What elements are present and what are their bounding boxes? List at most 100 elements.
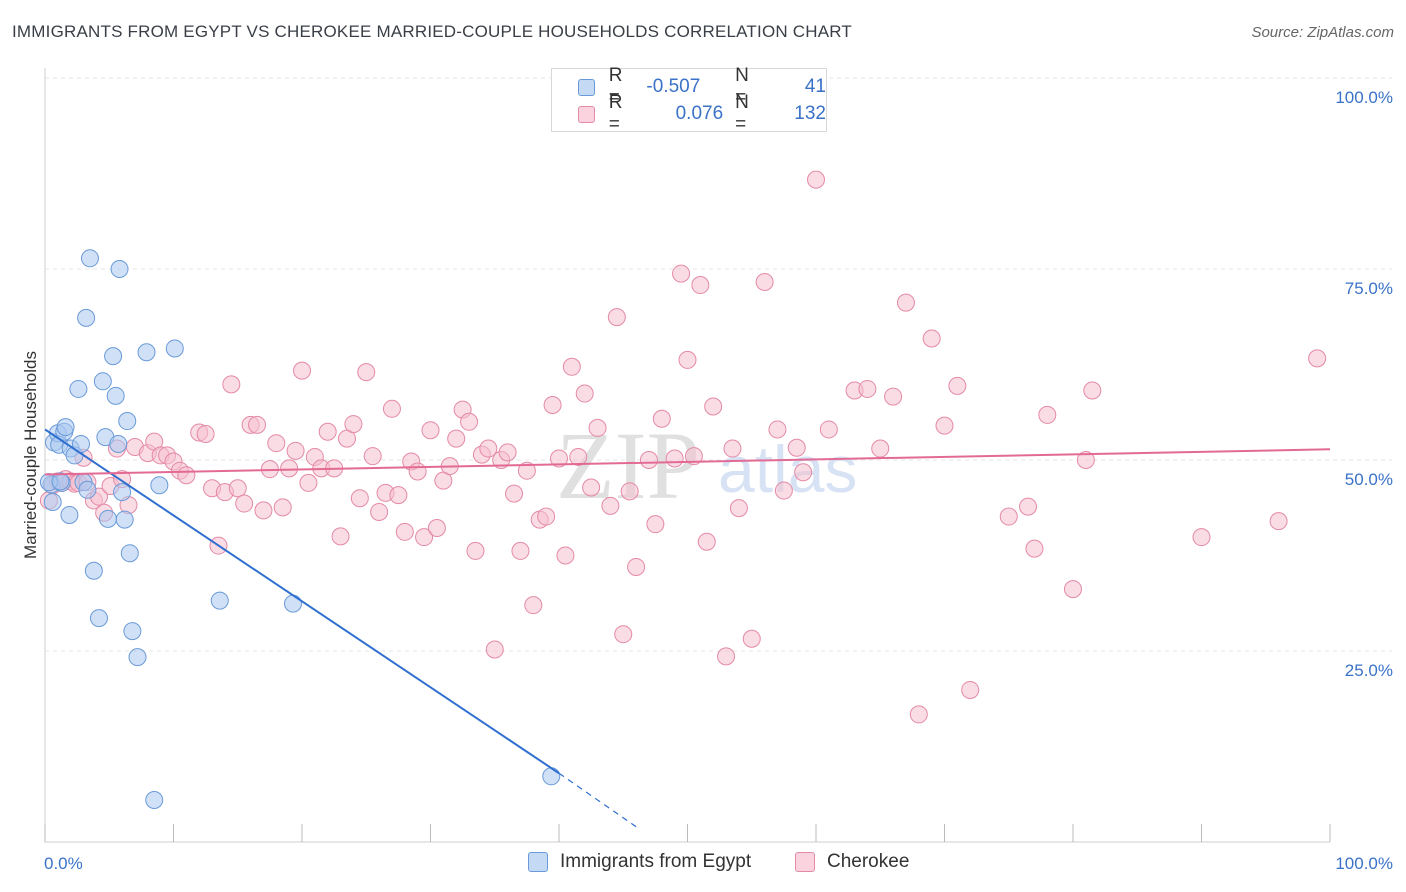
data-point xyxy=(165,339,184,358)
data-point xyxy=(723,439,742,458)
data-point xyxy=(110,260,129,278)
data-point xyxy=(1038,405,1057,424)
data-point xyxy=(98,509,117,528)
data-point xyxy=(357,363,376,382)
data-point xyxy=(350,489,369,508)
data-point xyxy=(543,395,562,414)
legend-r-value-cherokee: 0.076 xyxy=(675,103,724,124)
data-point xyxy=(684,447,703,466)
data-point xyxy=(284,594,303,613)
grid-lines xyxy=(45,77,1392,652)
correlation-legend: R = -0.507 N = 41 R = 0.076 N = 132 xyxy=(551,65,827,135)
data-point xyxy=(627,557,646,576)
data-point xyxy=(93,372,112,391)
data-point xyxy=(774,481,793,500)
data-point xyxy=(43,493,62,512)
x-tick-label: 0.0% xyxy=(44,854,83,873)
data-point xyxy=(421,421,440,440)
data-point xyxy=(1076,451,1095,469)
data-point xyxy=(639,451,658,469)
data-point xyxy=(84,561,103,580)
data-point xyxy=(389,486,408,505)
data-point xyxy=(286,441,305,460)
data-point xyxy=(505,484,524,503)
data-point xyxy=(652,409,671,428)
data-point xyxy=(1083,381,1102,400)
series-legend-cherokee: Cherokee xyxy=(795,851,909,873)
legend-n-value-cherokee: 132 xyxy=(794,103,826,124)
data-point xyxy=(729,499,748,518)
data-point xyxy=(109,434,128,453)
data-point xyxy=(137,343,156,362)
data-point xyxy=(517,461,536,480)
data-point xyxy=(948,376,967,395)
data-point xyxy=(344,415,363,434)
data-point xyxy=(177,466,196,485)
y-tick-label: 75.0% xyxy=(1345,279,1393,298)
data-point xyxy=(80,249,99,268)
data-point xyxy=(704,397,723,416)
data-point xyxy=(794,463,813,482)
data-point xyxy=(768,420,787,439)
data-point xyxy=(1064,580,1082,599)
legend-r-label: R = xyxy=(608,65,623,108)
legend-n-label: N = xyxy=(735,92,749,135)
series-name-cherokee: Cherokee xyxy=(827,851,910,872)
data-point xyxy=(210,591,229,610)
data-point xyxy=(78,480,97,499)
data-point xyxy=(909,705,928,724)
data-point xyxy=(588,418,607,437)
data-point xyxy=(646,515,665,534)
data-point xyxy=(717,647,736,666)
data-point xyxy=(466,541,485,560)
data-point xyxy=(485,640,504,659)
legend-swatch-egypt xyxy=(578,78,595,96)
data-point xyxy=(408,462,427,481)
data-point xyxy=(115,510,134,529)
data-point xyxy=(620,482,639,501)
chart-source: Source: ZipAtlas.com xyxy=(1251,24,1394,41)
data-point xyxy=(569,447,588,466)
data-point xyxy=(150,476,169,495)
data-point xyxy=(60,506,79,525)
data-point xyxy=(1019,497,1038,516)
data-point xyxy=(511,541,530,560)
data-point xyxy=(235,494,254,513)
data-point xyxy=(678,350,697,369)
data-point xyxy=(524,596,543,615)
data-point xyxy=(222,375,241,394)
series-swatch-egypt xyxy=(528,852,548,872)
series-legend: Immigrants from Egypt Cherokee xyxy=(0,851,1406,877)
data-point xyxy=(858,379,877,398)
data-point xyxy=(1192,528,1211,547)
legend-row-egypt: R = -0.507 N = 41 xyxy=(578,65,826,108)
tick-labels: 100.0% 75.0% 50.0% 25.0% 0.0% 100.0% xyxy=(44,88,1393,873)
data-point xyxy=(672,264,691,283)
data-point xyxy=(118,412,137,431)
data-point xyxy=(922,329,941,348)
x-tick-label: 100.0% xyxy=(1335,854,1393,873)
data-point xyxy=(293,361,311,380)
data-point xyxy=(89,609,108,628)
data-point xyxy=(935,416,954,435)
data-point xyxy=(1308,349,1327,368)
data-point xyxy=(123,622,142,641)
data-point xyxy=(884,387,903,406)
data-point xyxy=(128,648,147,667)
trend-line-egypt-extension xyxy=(558,772,637,828)
data-point xyxy=(331,527,350,546)
data-point xyxy=(395,522,414,541)
data-point xyxy=(280,459,299,478)
data-point xyxy=(961,680,980,699)
data-point xyxy=(69,379,88,398)
data-point xyxy=(575,384,594,403)
data-point xyxy=(607,308,626,327)
data-point xyxy=(248,415,267,434)
legend-r-label: R = xyxy=(608,92,623,135)
data-point xyxy=(120,544,139,563)
legend-n-value-egypt: 41 xyxy=(804,76,826,97)
data-point xyxy=(614,625,633,644)
data-point xyxy=(556,546,575,565)
egypt-points xyxy=(39,249,561,809)
